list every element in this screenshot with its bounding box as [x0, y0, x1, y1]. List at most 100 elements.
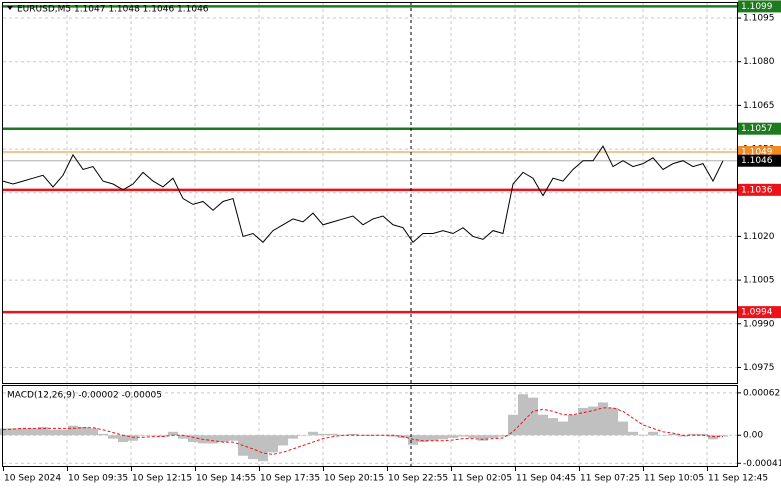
macd-bar — [478, 435, 488, 441]
macd-bar — [108, 435, 118, 439]
level-label: 1.1036 — [741, 185, 773, 195]
price-label: 1.1046 — [741, 156, 773, 166]
macd-bar — [328, 433, 338, 436]
macd-bar — [458, 435, 468, 437]
macd-bar — [298, 435, 308, 436]
level-label-box — [738, 122, 781, 135]
macd-bar — [258, 435, 268, 462]
macd-bar — [318, 433, 328, 436]
macd-bar — [528, 397, 538, 436]
macd-bar — [708, 435, 718, 440]
macd-bar — [558, 421, 568, 436]
macd-bar — [188, 435, 198, 443]
macd-bar — [488, 435, 498, 438]
macd-bar — [468, 435, 478, 438]
y-tick-label: 1.1065 — [743, 101, 775, 111]
macd-bar — [138, 435, 148, 436]
y-tick-label: 1.1095 — [743, 14, 775, 24]
macd-bar — [698, 433, 708, 436]
y-tick-label: -0.00041 — [743, 459, 781, 469]
macd-bar — [18, 428, 28, 436]
macd-bar — [68, 425, 78, 436]
x-tick-label: 11 Sep 04:45 — [516, 474, 576, 484]
signal-line — [2, 407, 723, 455]
macd-bar — [308, 431, 318, 436]
macd-bar — [268, 435, 278, 453]
level-label-box — [738, 306, 781, 319]
macd-bar — [438, 435, 448, 440]
y-tick-label: 0.00 — [743, 431, 763, 441]
macd-bar — [8, 428, 18, 436]
macd-bar — [498, 435, 508, 437]
x-tick-label: 11 Sep 02:05 — [452, 474, 512, 484]
macd-frame — [2, 385, 738, 467]
macd-bar — [508, 414, 518, 436]
macd-bar — [58, 429, 68, 436]
collapse-icon[interactable] — [7, 6, 13, 10]
macd-bar — [118, 435, 128, 443]
macd-bar — [638, 435, 648, 436]
macd-bar — [98, 433, 108, 436]
macd-bar — [678, 435, 688, 437]
macd-bar — [0, 428, 8, 436]
macd-bar — [668, 433, 678, 436]
macd-bar — [218, 435, 228, 443]
y-tick-label: 1.1020 — [743, 232, 775, 242]
x-tick-label: 11 Sep 10:05 — [644, 474, 704, 484]
macd-bar — [128, 435, 138, 441]
level-label: 1.1057 — [741, 124, 773, 134]
price-line — [2, 145, 724, 243]
macd-bar — [688, 433, 698, 436]
y-tick-label: 1.1080 — [743, 57, 775, 67]
x-tick-label: 10 Sep 2024 — [4, 474, 61, 484]
x-tick-label: 11 Sep 12:45 — [708, 474, 768, 484]
main-frame — [2, 2, 738, 384]
macd-bar — [658, 435, 668, 436]
macd-bar — [568, 414, 578, 436]
x-tick-label: 10 Sep 22:55 — [388, 474, 448, 484]
y-tick-label: 1.0975 — [743, 363, 775, 373]
macd-bar — [598, 402, 608, 436]
macd-bar — [348, 433, 358, 436]
macd-bar — [648, 431, 658, 436]
level-label-box — [738, 0, 781, 13]
level-label: 1.0994 — [741, 308, 773, 318]
macd-bar — [518, 394, 528, 436]
macd-bar — [618, 421, 628, 436]
price-label-box — [738, 154, 781, 167]
macd-bar — [38, 427, 48, 436]
y-tick-label: 0.00062 — [743, 388, 780, 398]
macd-bar — [418, 435, 428, 443]
macd-bar — [408, 435, 418, 445]
macd-bar — [448, 435, 458, 438]
macd-bar — [578, 407, 588, 436]
macd-bar — [208, 435, 218, 444]
macd-bar — [228, 435, 238, 441]
macd-bar — [248, 435, 258, 460]
macd-bar — [428, 435, 438, 441]
x-tick-label: 10 Sep 20:15 — [324, 474, 384, 484]
axis-labels: 1.09751.09901.10051.10201.10351.10501.10… — [3, 0, 781, 484]
y-tick-label: 1.0990 — [743, 319, 775, 329]
macd-bar — [48, 429, 58, 436]
macd-bar — [608, 407, 618, 436]
macd-bar — [168, 431, 178, 436]
level-label: 1.1099 — [741, 2, 773, 12]
macd-bar — [718, 435, 728, 437]
x-tick-label: 10 Sep 14:55 — [196, 474, 256, 484]
x-tick-label: 10 Sep 09:35 — [68, 474, 128, 484]
macd-bar — [78, 427, 88, 436]
x-tick-label: 10 Sep 17:35 — [260, 474, 320, 484]
macd-bar — [388, 435, 398, 437]
level-label-box — [738, 183, 781, 196]
macd-bar — [288, 435, 298, 439]
macd-bar — [588, 406, 598, 436]
x-tick-label: 11 Sep 07:25 — [580, 474, 640, 484]
macd-bar — [548, 418, 558, 436]
y-tick-label: 1.1005 — [743, 276, 775, 286]
marks-layer — [0, 5, 738, 462]
macd-bar — [148, 435, 158, 436]
macd-bar — [158, 435, 168, 437]
